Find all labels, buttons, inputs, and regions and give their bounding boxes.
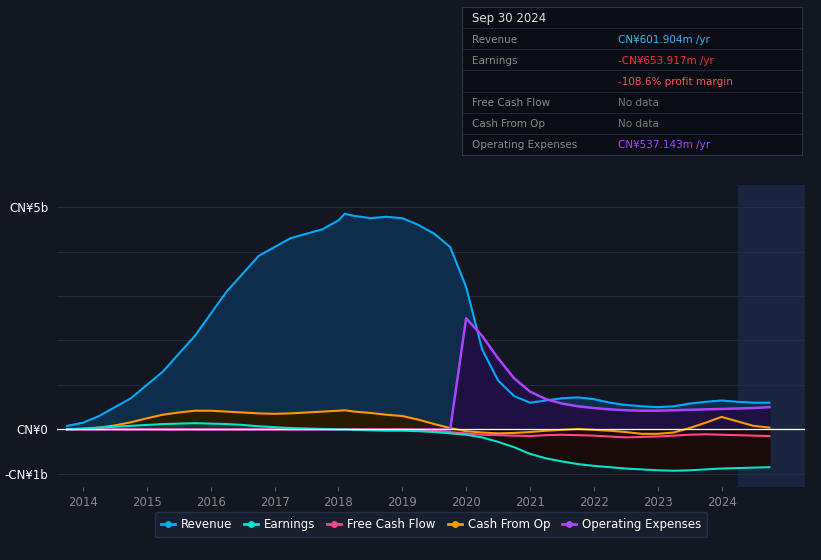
- Text: Operating Expenses: Operating Expenses: [472, 141, 577, 151]
- Text: CN¥601.904m /yr: CN¥601.904m /yr: [618, 35, 710, 45]
- Text: -108.6% profit margin: -108.6% profit margin: [618, 77, 733, 87]
- Text: Sep 30 2024: Sep 30 2024: [472, 12, 547, 25]
- Text: Cash From Op: Cash From Op: [472, 119, 545, 129]
- Bar: [737, 185, 805, 487]
- Text: -CN¥653.917m /yr: -CN¥653.917m /yr: [618, 56, 714, 66]
- Legend: Revenue, Earnings, Free Cash Flow, Cash From Op, Operating Expenses: Revenue, Earnings, Free Cash Flow, Cash …: [155, 512, 707, 537]
- Text: No data: No data: [618, 98, 659, 108]
- Text: Free Cash Flow: Free Cash Flow: [472, 98, 550, 108]
- Text: Revenue: Revenue: [472, 35, 517, 45]
- Text: CN¥537.143m /yr: CN¥537.143m /yr: [618, 141, 710, 151]
- Text: No data: No data: [618, 119, 659, 129]
- Text: Earnings: Earnings: [472, 56, 518, 66]
